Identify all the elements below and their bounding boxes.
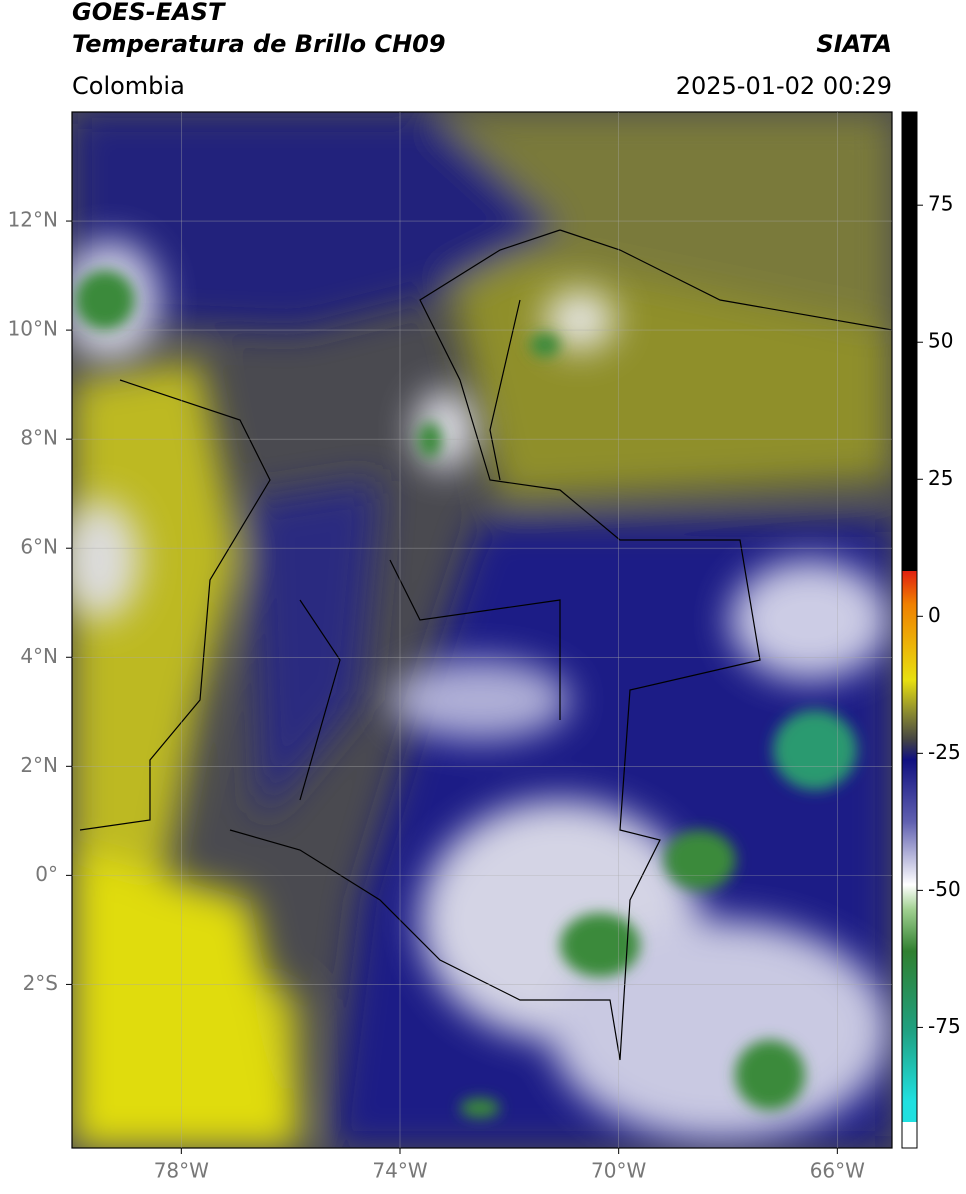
colorbar-tick-label: 25: [928, 466, 953, 490]
lat-tick-label: 8°N: [20, 426, 58, 450]
lat-tick-label: 2°N: [20, 753, 58, 777]
region: Colombia: [72, 72, 185, 100]
colorbar-tick-label: -75: [928, 1014, 961, 1038]
lon-tick-label: 78°W: [154, 1159, 209, 1183]
satellite-image: [72, 112, 892, 1148]
lon-tick-label: 70°W: [591, 1159, 646, 1183]
colorbar-tick-label: -25: [928, 740, 961, 764]
timestamp: 2025-01-02 00:29: [676, 72, 892, 100]
lat-tick-label: 0°: [35, 862, 58, 886]
lat-tick-label: 6°N: [20, 535, 58, 559]
subtitle: Temperatura de Brillo CH09: [72, 30, 446, 58]
borders: [79, 229, 892, 1061]
colorbar-tick-label: 50: [928, 329, 953, 353]
colorbar-tick-label: 75: [928, 192, 953, 216]
source: SIATA: [816, 30, 892, 58]
lon-tick-label: 66°W: [810, 1159, 865, 1183]
lat-tick-label: 4°N: [20, 644, 58, 668]
lat-tick-label: 10°N: [8, 317, 58, 341]
colorbar-tick-label: 0: [928, 603, 941, 627]
lon-tick-label: 74°W: [372, 1159, 427, 1183]
title: GOES-EAST: [72, 0, 226, 26]
lat-tick-label: 2°S: [23, 971, 58, 995]
colorbar-tick-label: -50: [928, 877, 961, 901]
map-frame: [71, 111, 893, 1149]
lat-tick-label: 12°N: [8, 208, 58, 232]
colorbar: [901, 111, 918, 1149]
